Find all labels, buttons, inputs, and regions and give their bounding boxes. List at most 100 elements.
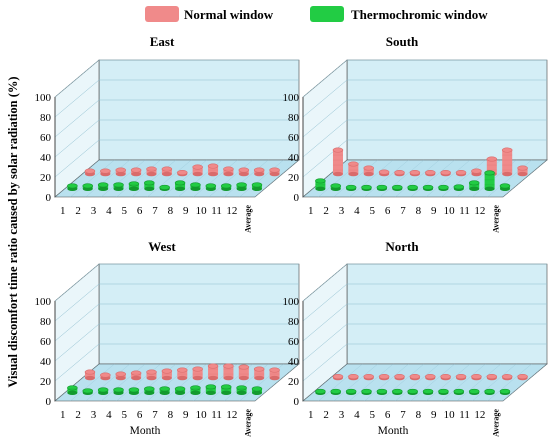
- bar-thermo: [82, 388, 94, 396]
- bar-thermo: [190, 182, 201, 192]
- bar-thermo: [438, 388, 449, 396]
- x-tick-label: 1: [60, 205, 66, 217]
- x-tick-label: 9: [183, 205, 189, 217]
- x-tick-label: 2: [75, 409, 81, 421]
- x-tick-label: 10: [196, 205, 208, 217]
- panel-title: West: [148, 239, 176, 254]
- y-tick-label: 60: [288, 132, 300, 144]
- x-tick-label: Average: [491, 409, 500, 437]
- bar-normal: [471, 168, 482, 177]
- back-wall: [346, 263, 548, 365]
- bar-thermo: [190, 385, 201, 396]
- x-tick-label: 9: [183, 409, 189, 421]
- x-tick-label: Average: [491, 205, 500, 233]
- x-tick-label: 1: [60, 409, 66, 421]
- bar-normal: [409, 374, 421, 381]
- bar-normal: [332, 147, 344, 177]
- bar-thermo: [345, 388, 357, 396]
- x-tick-label: 8: [416, 205, 422, 217]
- bar-thermo: [251, 386, 263, 396]
- bar-normal: [501, 147, 513, 177]
- y-tick-label: 60: [40, 132, 52, 144]
- x-tick-label: 2: [323, 409, 329, 421]
- y-tick-label: 0: [294, 396, 300, 408]
- bar-thermo: [67, 183, 78, 192]
- bar-thermo: [97, 387, 109, 396]
- bar-normal: [363, 374, 375, 381]
- y-axis-label: Visual discomfort time ratio caused by s…: [6, 76, 20, 387]
- bar-thermo: [468, 180, 480, 192]
- y-tick-label: 100: [283, 92, 300, 104]
- bar-thermo: [484, 388, 495, 396]
- bar-normal: [176, 367, 188, 381]
- bar-normal: [471, 374, 482, 381]
- bar-normal: [192, 164, 203, 177]
- bar-thermo: [484, 170, 495, 192]
- bar-thermo: [143, 386, 155, 396]
- y-tick-label: 0: [46, 396, 52, 408]
- x-tick-label: 5: [369, 205, 375, 217]
- legend-swatch-normal: [145, 6, 179, 22]
- x-tick-label: 11: [459, 205, 470, 217]
- y-tick-label: 40: [40, 152, 52, 164]
- bar-normal: [424, 374, 436, 381]
- x-tick-label: 8: [168, 409, 174, 421]
- bar-thermo: [376, 184, 388, 192]
- back-wall: [98, 59, 300, 161]
- bar-normal: [130, 167, 142, 177]
- y-tick-label: 0: [46, 192, 52, 204]
- x-tick-label: 5: [121, 205, 127, 217]
- bar-normal: [269, 367, 280, 381]
- bar-normal: [455, 374, 467, 381]
- legend-label-normal: Normal window: [184, 7, 274, 22]
- x-tick-label: Average: [243, 409, 252, 437]
- bar-thermo: [407, 184, 418, 192]
- bar-thermo: [345, 184, 357, 192]
- bar-thermo: [453, 388, 465, 396]
- x-tick-label: 7: [152, 205, 158, 217]
- bar-thermo: [499, 388, 511, 396]
- x-tick-label: 10: [196, 409, 208, 421]
- back-wall: [98, 263, 300, 365]
- x-tick-label: 12: [474, 409, 485, 421]
- y-tick-label: 60: [40, 336, 52, 348]
- bar-thermo: [315, 388, 326, 396]
- bar-normal: [192, 366, 203, 381]
- bar-normal: [394, 374, 405, 381]
- bar-thermo: [361, 388, 372, 396]
- bar-thermo: [391, 388, 403, 396]
- x-tick-label: 11: [211, 409, 222, 421]
- x-tick-label: 11: [211, 205, 222, 217]
- x-tick-label: 5: [121, 409, 127, 421]
- y-tick-label: 40: [40, 356, 52, 368]
- y-tick-label: 100: [283, 296, 300, 308]
- bar-normal: [238, 364, 250, 381]
- x-tick-label: 3: [91, 409, 97, 421]
- x-tick-label: 10: [444, 409, 456, 421]
- bar-thermo: [159, 184, 170, 192]
- bar-thermo: [236, 182, 247, 192]
- bar-normal: [100, 372, 111, 381]
- bar-thermo: [251, 182, 263, 192]
- legend-label-thermo: Thermochromic window: [351, 7, 488, 22]
- bar-normal: [130, 370, 142, 381]
- bar-normal: [146, 166, 157, 177]
- y-tick-label: 80: [40, 112, 52, 124]
- bar-normal: [253, 167, 265, 177]
- y-tick-label: 80: [288, 316, 300, 328]
- y-tick-label: 100: [35, 296, 52, 308]
- bar-normal: [440, 170, 451, 177]
- bar-normal: [176, 170, 188, 177]
- bar-thermo: [330, 183, 342, 192]
- y-tick-label: 0: [294, 192, 300, 204]
- bar-thermo: [468, 388, 480, 396]
- x-tick-label: 7: [400, 409, 406, 421]
- bar-thermo: [391, 184, 403, 192]
- bar-normal: [517, 374, 528, 381]
- y-tick-label: 20: [40, 376, 52, 388]
- bar-normal: [223, 166, 234, 177]
- bar-normal: [146, 369, 157, 381]
- bar-normal: [348, 161, 359, 177]
